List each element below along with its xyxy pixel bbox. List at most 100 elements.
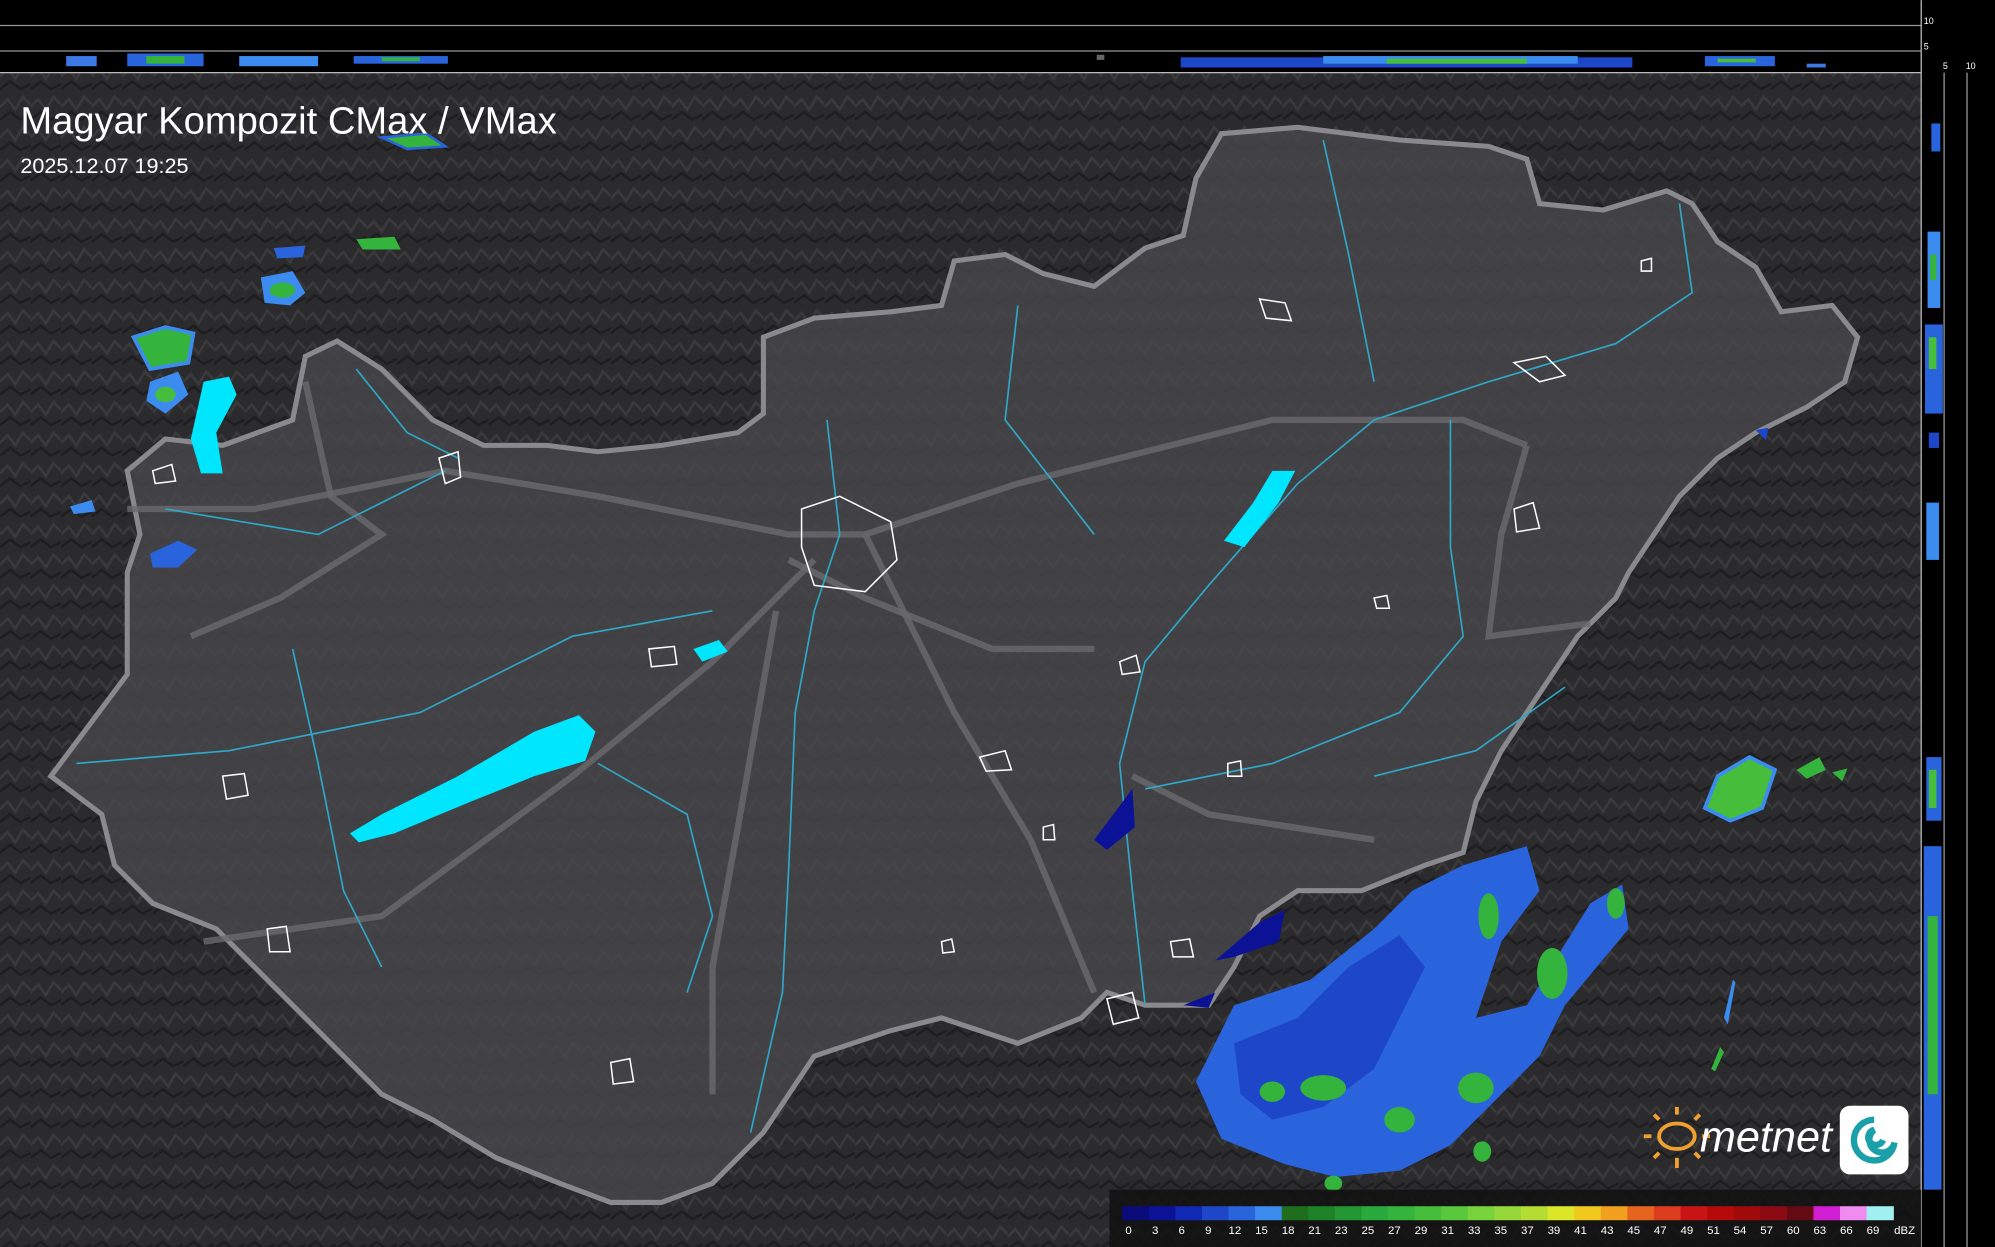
map-shape xyxy=(151,463,177,485)
map-shape xyxy=(709,610,780,1095)
map-shape xyxy=(800,495,898,593)
profile-label: 5 xyxy=(1924,42,1929,52)
map-shape xyxy=(1324,1175,1343,1191)
legend-label: 23 xyxy=(1335,1225,1348,1237)
legend-label: 51 xyxy=(1707,1225,1720,1237)
legend-label: 43 xyxy=(1601,1225,1614,1237)
map-shape xyxy=(221,772,249,800)
map-shape xyxy=(66,56,97,67)
map-shape xyxy=(1094,788,1135,850)
legend-label: 12 xyxy=(1229,1225,1242,1237)
legend-swatch xyxy=(1388,1206,1416,1221)
map-shape xyxy=(1652,1151,1661,1160)
map-shape xyxy=(203,557,817,945)
map-shape xyxy=(1118,654,1141,676)
legend-label: 33 xyxy=(1468,1225,1481,1237)
map-shape xyxy=(1259,1081,1286,1102)
precipitation xyxy=(69,132,1848,1191)
legend-swatch xyxy=(1840,1206,1868,1221)
map-shape xyxy=(146,56,185,64)
map-shape xyxy=(1322,139,1375,382)
map-shape xyxy=(189,381,388,640)
map-shape xyxy=(1806,63,1826,68)
legend-label: 41 xyxy=(1574,1225,1587,1237)
map-shape xyxy=(239,56,319,67)
profile-label: 10 xyxy=(1924,16,1934,26)
map-shape xyxy=(381,57,420,62)
legend-swatch xyxy=(1653,1206,1682,1221)
map-shape xyxy=(1259,888,1625,1191)
map-shape xyxy=(1458,1072,1494,1104)
legend-label: 3 xyxy=(1152,1225,1158,1237)
legend-label: 15 xyxy=(1255,1225,1268,1237)
map-shape xyxy=(1717,58,1756,63)
legend-label: 69 xyxy=(1867,1225,1880,1237)
map-shape xyxy=(1640,257,1653,272)
map-shape xyxy=(1484,444,1591,640)
profile-label: 10 xyxy=(1966,61,1976,71)
map-shape xyxy=(190,376,1296,843)
legend-label: 37 xyxy=(1521,1225,1534,1237)
map-shape xyxy=(291,648,383,968)
map-shape xyxy=(1839,1105,1909,1175)
country xyxy=(47,124,1861,1205)
map-shape xyxy=(130,325,196,372)
map-shape xyxy=(1130,773,1375,843)
map-shape xyxy=(1693,1151,1702,1160)
legend-swatch xyxy=(1520,1206,1549,1221)
legend-swatch xyxy=(1441,1206,1469,1221)
map-shape xyxy=(1702,754,1778,823)
legend-swatch xyxy=(1627,1206,1655,1221)
legend-swatch xyxy=(1361,1206,1389,1221)
legend-swatch xyxy=(1148,1206,1176,1221)
legend-swatch xyxy=(1786,1206,1815,1221)
legend-swatch xyxy=(1201,1206,1230,1221)
map-shape xyxy=(1384,1106,1415,1133)
map-shape xyxy=(151,257,1653,1085)
legend-swatch xyxy=(1467,1206,1496,1221)
map-shape xyxy=(1144,419,1465,790)
legend-label: 49 xyxy=(1681,1225,1694,1237)
legend-label: 18 xyxy=(1282,1225,1295,1237)
map-shape xyxy=(1643,1106,1710,1169)
map-shape xyxy=(1693,1113,1702,1122)
map-shape xyxy=(1373,686,1566,777)
map-shape xyxy=(1755,427,1769,441)
legend-label: 54 xyxy=(1734,1225,1747,1237)
map-shape xyxy=(1096,54,1105,60)
map-shape xyxy=(1657,1121,1697,1151)
legend-swatch xyxy=(1813,1206,1841,1221)
map-shape xyxy=(355,368,459,459)
map-shape xyxy=(940,938,956,954)
legend-swatch xyxy=(1334,1206,1363,1221)
map-shape xyxy=(1928,337,1937,370)
map-shape xyxy=(597,762,714,993)
profile-label: 5 xyxy=(1943,61,1948,71)
map-shape xyxy=(609,1057,635,1085)
map-shape xyxy=(1169,938,1195,958)
legend-swatch xyxy=(1760,1206,1788,1221)
map-shape xyxy=(1927,916,1938,1095)
legend-label: 29 xyxy=(1415,1225,1428,1237)
legend-swatch xyxy=(1255,1206,1283,1221)
map-shape xyxy=(155,386,176,403)
legend-label: 63 xyxy=(1813,1225,1826,1237)
map-shape xyxy=(376,132,450,151)
map-shape xyxy=(1234,935,1425,1120)
map-shape xyxy=(349,715,596,843)
legend-swatch xyxy=(1308,1206,1336,1221)
map-shape xyxy=(273,245,306,259)
legend-label: 21 xyxy=(1308,1225,1321,1237)
map-shape xyxy=(1796,757,1826,779)
legend-label: 60 xyxy=(1787,1225,1800,1237)
legend-label: 6 xyxy=(1179,1225,1185,1237)
map-shape xyxy=(1373,594,1391,609)
map-shape xyxy=(1928,769,1937,808)
legend-unit: dBZ xyxy=(1894,1225,1915,1237)
legend-swatch xyxy=(1680,1206,1708,1221)
map-shape xyxy=(1223,470,1296,548)
map-shape xyxy=(356,236,401,250)
map-shape xyxy=(1832,768,1848,782)
map-shape xyxy=(1215,909,1286,961)
map-shape xyxy=(693,640,728,662)
